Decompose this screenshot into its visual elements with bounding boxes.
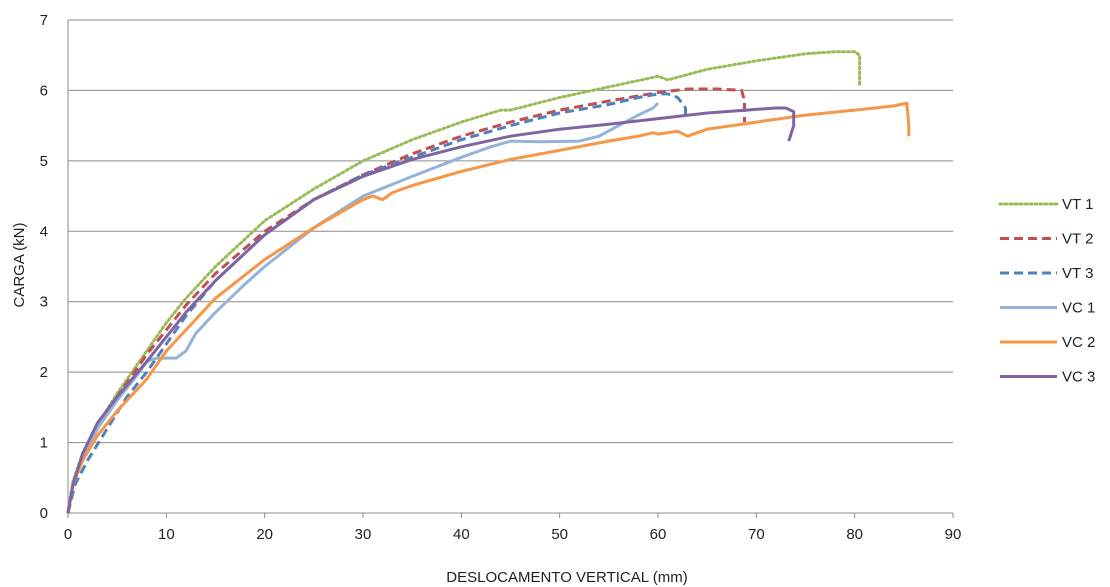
legend-label: VT 3: [1062, 265, 1093, 282]
x-tick-label: 40: [453, 526, 470, 543]
x-tick-label: 10: [158, 526, 175, 543]
x-tick-label: 80: [846, 526, 863, 543]
y-tick-label: 5: [40, 153, 48, 170]
y-tick-label: 6: [40, 82, 48, 99]
legend-label: VC 2: [1062, 334, 1095, 351]
y-tick-label: 0: [40, 505, 48, 522]
x-tick-label: 30: [355, 526, 372, 543]
legend-label: VC 1: [1062, 300, 1095, 317]
axes: [67, 20, 954, 518]
series-lines: [66, 50, 911, 515]
legend: VT 1 VT 2 VT 3 VC 1 VC 2 VC 3: [998, 196, 1095, 386]
series-line-vc-2: [66, 101, 911, 514]
x-tick-label: 50: [551, 526, 568, 543]
legend-label: VT 1: [1062, 196, 1093, 213]
x-axis-label: DESLOCAMENTO VERTICAL (mm): [446, 569, 687, 586]
series-line-vt-3: [66, 92, 687, 514]
series-line-vt-1: [66, 50, 862, 515]
series-line-vc-3: [66, 106, 796, 514]
x-tick-labels: 0 10 20 30 40 50 60 70 80 90: [64, 526, 962, 543]
series-line-vt-2: [66, 87, 746, 514]
series-line-vc-1: [66, 102, 660, 514]
x-tick-label: 60: [650, 526, 667, 543]
legend-label: VC 3: [1062, 369, 1095, 386]
legend-label: VT 2: [1062, 231, 1093, 248]
y-tick-label: 4: [40, 223, 48, 240]
y-tick-label: 3: [40, 294, 48, 311]
y-tick-labels: 0 1 2 3 4 5 6 7: [40, 12, 48, 522]
y-tick-label: 1: [40, 435, 48, 452]
grid-lines: [68, 19, 953, 444]
x-tick-label: 0: [64, 526, 72, 543]
y-tick-label: 2: [40, 364, 48, 381]
y-axis-label: CARGA (kN): [11, 222, 28, 307]
x-tick-label: 90: [945, 526, 962, 543]
y-tick-label: 7: [40, 12, 48, 29]
x-tick-label: 20: [256, 526, 273, 543]
x-tick-label: 70: [748, 526, 765, 543]
